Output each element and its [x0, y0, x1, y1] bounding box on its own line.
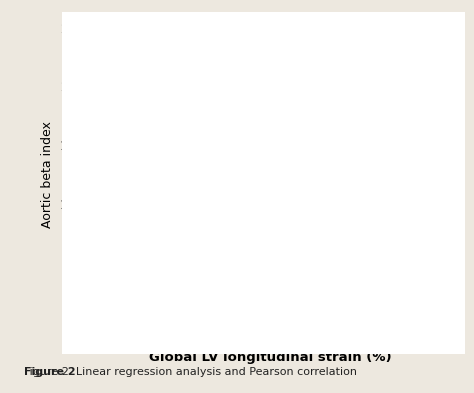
- Point: [201, 195, 208, 202]
- Point: [250, 136, 257, 143]
- Point: [182, 284, 190, 290]
- Point: [362, 172, 369, 178]
- Point: [335, 189, 342, 196]
- Point: [193, 189, 201, 196]
- Point: [155, 225, 163, 231]
- Point: [250, 119, 257, 125]
- Point: [171, 231, 179, 237]
- Point: [205, 260, 212, 266]
- Text: Figure 2  Linear regression analysis and Pearson correlation: Figure 2 Linear regression analysis and …: [24, 367, 357, 377]
- Point: [216, 260, 224, 266]
- Point: [317, 184, 324, 190]
- Point: [216, 260, 224, 266]
- Point: [193, 184, 201, 190]
- X-axis label: Global LV longitudinal strain (%): Global LV longitudinal strain (%): [149, 351, 392, 364]
- Point: [283, 189, 291, 196]
- Y-axis label: Aortic beta index: Aortic beta index: [41, 121, 55, 228]
- Point: [104, 278, 111, 284]
- Point: [127, 130, 134, 137]
- Point: [223, 284, 230, 290]
- Point: [160, 272, 167, 278]
- Point: [328, 136, 336, 143]
- Point: [418, 248, 425, 255]
- Point: [238, 178, 246, 184]
- Text: Figure 2: Figure 2: [24, 367, 75, 377]
- Point: [209, 278, 217, 284]
- Point: [216, 266, 224, 272]
- Point: [227, 225, 235, 231]
- Point: [220, 213, 228, 219]
- Point: [328, 125, 336, 131]
- Point: [406, 130, 414, 137]
- Point: [232, 166, 239, 172]
- Point: [373, 213, 381, 219]
- Point: [178, 260, 185, 266]
- Point: [321, 154, 329, 160]
- Point: [216, 260, 224, 266]
- Point: [328, 284, 336, 290]
- Point: [384, 166, 392, 172]
- Text: r = 0.45
p = 0.001: r = 0.45 p = 0.001: [97, 33, 162, 64]
- Point: [261, 231, 268, 237]
- Point: [272, 272, 280, 278]
- Point: [267, 260, 275, 266]
- Point: [261, 248, 268, 255]
- Point: [294, 142, 302, 149]
- Point: [205, 290, 212, 296]
- Point: [149, 278, 156, 284]
- Point: [350, 178, 358, 184]
- Point: [306, 130, 313, 137]
- Point: [160, 284, 167, 290]
- Point: [328, 60, 336, 66]
- Point: [317, 160, 324, 166]
- Point: [227, 95, 235, 101]
- Point: [312, 136, 320, 143]
- Point: [272, 266, 280, 272]
